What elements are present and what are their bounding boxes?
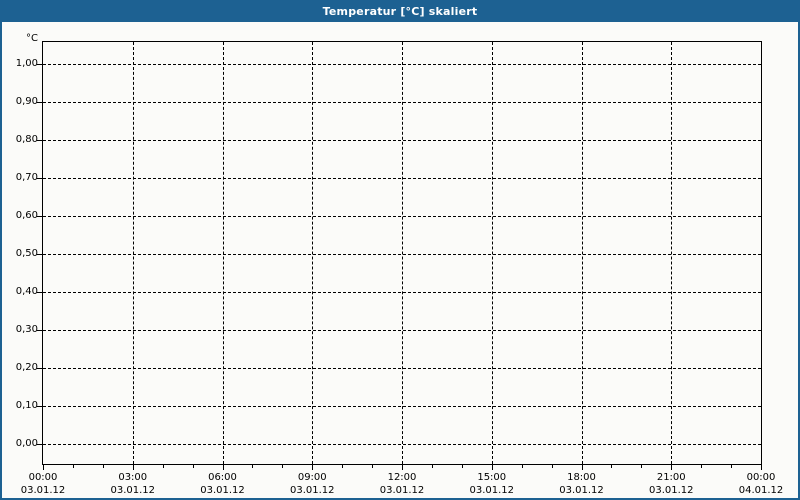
x-axis-tick-label: 00:00 04.01.12 bbox=[716, 471, 800, 497]
x-axis-tick-label-time: 18:00 bbox=[567, 472, 596, 483]
x-axis-tick-label: 18:00 03.01.12 bbox=[537, 471, 627, 497]
gridline-horizontal bbox=[43, 368, 761, 369]
x-axis-tick-label-date: 04.01.12 bbox=[738, 485, 784, 496]
gridline-horizontal bbox=[43, 178, 761, 179]
y-axis-tick-label: 1,00 bbox=[15, 58, 38, 69]
x-axis-tick-label-time: 21:00 bbox=[656, 472, 686, 483]
x-axis-tick-mark bbox=[312, 464, 314, 470]
x-axis-minor-tick-mark bbox=[731, 464, 733, 468]
x-axis-minor-tick-mark bbox=[162, 464, 164, 468]
y-axis-tick-mark bbox=[37, 254, 43, 255]
y-axis-tick-mark bbox=[37, 292, 43, 293]
y-axis-tick-label: 0,80 bbox=[15, 134, 38, 145]
gridline-horizontal bbox=[43, 64, 761, 65]
y-axis-tick-mark bbox=[37, 406, 43, 407]
chart-title-bar: Temperatur [°C] skaliert bbox=[2, 2, 798, 22]
x-axis-tick-label-date: 03.01.12 bbox=[379, 485, 425, 496]
gridline-horizontal bbox=[43, 330, 761, 331]
gridline-vertical bbox=[491, 42, 493, 464]
gridline-vertical bbox=[581, 42, 583, 464]
x-axis-tick-mark bbox=[761, 464, 762, 470]
x-axis-tick-mark bbox=[222, 464, 224, 470]
y-axis-tick-mark bbox=[37, 330, 43, 331]
gridline-vertical bbox=[402, 42, 403, 464]
x-axis-tick-label-time: 00:00 bbox=[28, 472, 58, 483]
x-axis-tick-label-time: 06:00 bbox=[208, 472, 237, 483]
y-axis-tick-label: 0,00 bbox=[15, 438, 38, 449]
x-axis-tick-label: 21:00 03.01.12 bbox=[626, 471, 716, 497]
x-axis-minor-tick-mark bbox=[521, 464, 523, 468]
x-axis-tick-label-time: 15:00 bbox=[477, 472, 507, 483]
x-axis-minor-tick-mark bbox=[102, 464, 104, 468]
x-axis-tick-label: 06:00 03.01.12 bbox=[178, 471, 268, 497]
x-axis-minor-tick-mark bbox=[461, 464, 463, 468]
y-axis-tick-mark bbox=[37, 368, 43, 369]
x-axis-tick-label-time: 12:00 bbox=[387, 472, 417, 483]
y-axis-tick-label: 0,50 bbox=[15, 248, 38, 259]
x-axis-tick-mark bbox=[402, 464, 403, 470]
y-axis-unit-label: °C bbox=[26, 33, 38, 44]
x-axis-tick-label: 09:00 03.01.12 bbox=[267, 471, 357, 497]
x-axis-tick-label-time: 03:00 bbox=[118, 472, 148, 483]
x-axis-minor-tick-mark bbox=[641, 464, 643, 468]
x-axis-minor-tick-mark bbox=[611, 464, 613, 468]
y-axis-tick-label: 0,10 bbox=[15, 400, 38, 411]
gridline-vertical bbox=[222, 42, 224, 464]
x-axis-minor-tick-mark bbox=[192, 464, 194, 468]
gridline-horizontal bbox=[43, 444, 761, 445]
y-axis-tick-mark bbox=[37, 178, 43, 179]
plot-area bbox=[42, 41, 762, 465]
x-axis-minor-tick-mark bbox=[551, 464, 553, 468]
x-axis-tick-label-time: 09:00 bbox=[297, 472, 327, 483]
y-axis-tick-label: 0,90 bbox=[15, 96, 38, 107]
x-axis-minor-tick-mark bbox=[252, 464, 254, 468]
x-axis-tick-mark bbox=[671, 464, 673, 470]
y-axis-tick-mark bbox=[37, 64, 43, 65]
y-axis-tick-mark bbox=[37, 140, 43, 141]
x-axis-tick-label-date: 03.01.12 bbox=[559, 485, 604, 496]
x-axis-minor-tick-mark bbox=[701, 464, 703, 468]
gridline-vertical bbox=[671, 42, 673, 464]
y-axis-tick-label: 0,70 bbox=[15, 172, 38, 183]
y-axis-tick-label: 0,60 bbox=[15, 210, 38, 221]
x-axis-minor-tick-mark bbox=[72, 464, 74, 468]
y-axis-tick-mark bbox=[37, 216, 43, 217]
x-axis-tick-mark bbox=[43, 464, 44, 470]
x-axis-tick-label-date: 03.01.12 bbox=[289, 485, 335, 496]
x-axis-tick-label-date: 03.01.12 bbox=[20, 485, 66, 496]
x-axis-tick-label: 03:00 03.01.12 bbox=[88, 471, 178, 497]
gridline-horizontal bbox=[43, 140, 761, 141]
gridline-horizontal bbox=[43, 254, 761, 255]
y-axis-tick-label: 0,30 bbox=[15, 324, 38, 335]
x-axis-tick-label-date: 03.01.12 bbox=[110, 485, 156, 496]
gridline-horizontal bbox=[43, 406, 761, 407]
y-axis-tick-label: 0,40 bbox=[15, 286, 38, 297]
x-axis-tick-mark bbox=[581, 464, 583, 470]
gridline-horizontal bbox=[43, 102, 761, 103]
x-axis-minor-tick-mark bbox=[372, 464, 374, 468]
x-axis-tick-mark bbox=[491, 464, 493, 470]
x-axis-tick-mark bbox=[132, 464, 134, 470]
gridline-vertical bbox=[312, 42, 314, 464]
gridline-horizontal bbox=[43, 292, 761, 293]
x-axis-tick-label: 15:00 03.01.12 bbox=[447, 471, 537, 497]
x-axis-minor-tick-mark bbox=[342, 464, 344, 468]
x-axis-tick-label-date: 03.01.12 bbox=[648, 485, 694, 496]
gridline-horizontal bbox=[43, 216, 761, 217]
gridline-vertical bbox=[132, 42, 134, 464]
y-axis-tick-mark bbox=[37, 102, 43, 103]
x-axis-minor-tick-mark bbox=[431, 464, 433, 468]
x-axis-tick-label-date: 03.01.12 bbox=[469, 485, 515, 496]
x-axis-tick-label: 12:00 03.01.12 bbox=[357, 471, 447, 497]
y-axis-tick-mark bbox=[37, 444, 43, 445]
y-axis-tick-label: 0,20 bbox=[15, 362, 38, 373]
x-axis-tick-label-time: 00:00 bbox=[746, 472, 776, 483]
x-axis-tick-label-date: 03.01.12 bbox=[200, 485, 245, 496]
x-axis-tick-label: 00:00 03.01.12 bbox=[0, 471, 88, 497]
x-axis-minor-tick-mark bbox=[282, 464, 284, 468]
